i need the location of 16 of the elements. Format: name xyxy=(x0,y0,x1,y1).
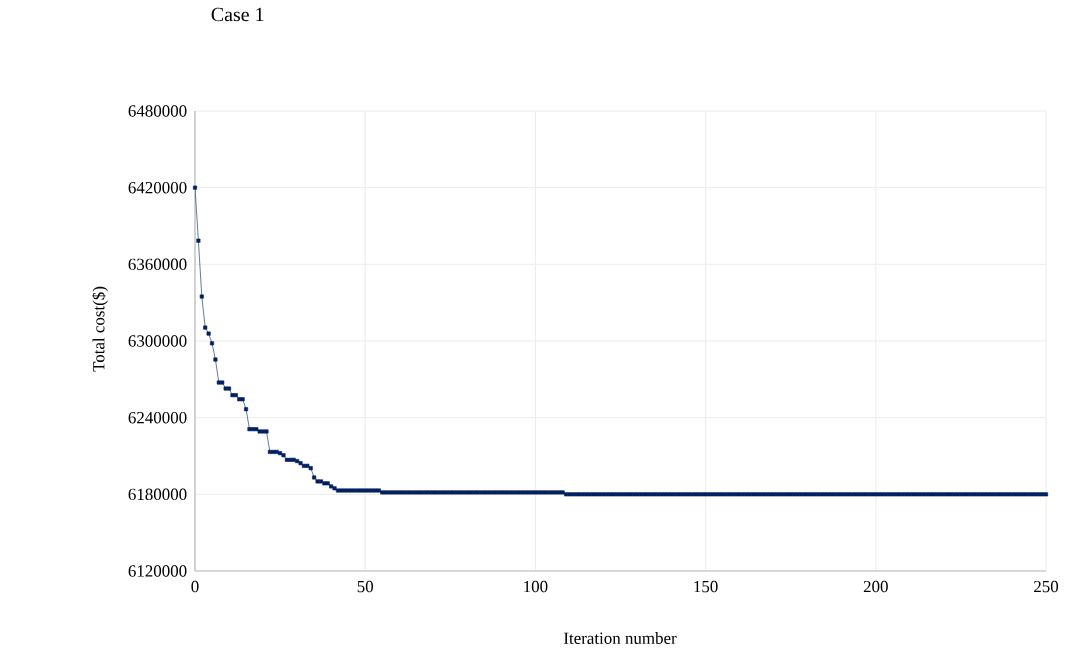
y-tick-label: 6360000 xyxy=(128,258,187,271)
x-tick-label: 150 xyxy=(694,580,718,593)
y-axis-title: Total cost($) xyxy=(92,286,108,372)
x-tick-label: 50 xyxy=(357,580,374,593)
chart-title: Case 1 xyxy=(211,7,264,22)
x-tick-label: 100 xyxy=(524,580,548,593)
x-tick-label: 250 xyxy=(1034,580,1059,593)
x-tick-label: 0 xyxy=(191,580,199,593)
y-tick-label: 6300000 xyxy=(128,335,187,347)
y-tick-label: 6120000 xyxy=(128,565,187,577)
y-tick-label: 6480000 xyxy=(128,105,187,117)
x-axis-title: Iteration number xyxy=(563,632,677,644)
y-tick-label: 6420000 xyxy=(128,181,187,194)
x-tick-label: 200 xyxy=(863,580,888,593)
y-tick-label: 6240000 xyxy=(128,411,187,424)
y-tick-label: 6180000 xyxy=(128,488,187,501)
